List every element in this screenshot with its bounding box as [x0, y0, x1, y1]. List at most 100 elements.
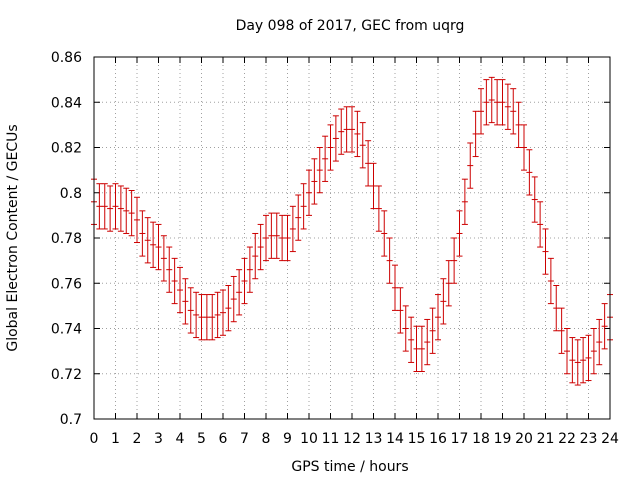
error-bar-point	[236, 269, 243, 316]
error-bar-point	[107, 185, 114, 232]
error-bar-point	[596, 318, 603, 366]
error-bar-point	[295, 194, 302, 241]
error-bar-point	[445, 260, 452, 307]
error-bar-point	[397, 287, 404, 334]
error-bar-point	[429, 307, 436, 354]
error-bar-point	[370, 162, 377, 210]
error-bar-point	[494, 79, 501, 126]
error-bar-point	[386, 237, 393, 284]
x-tick-label: 10	[300, 431, 318, 447]
error-bar-point	[171, 257, 178, 305]
x-tick-label: 20	[515, 431, 533, 447]
y-tick-label: 0.72	[51, 367, 82, 383]
y-tick-label: 0.7	[60, 412, 82, 428]
error-bar-point	[322, 135, 329, 182]
error-bar-point	[123, 187, 130, 234]
error-bar-point	[263, 214, 269, 262]
y-tick-label: 0.82	[51, 141, 82, 157]
error-bar-point	[461, 178, 468, 225]
error-bar-point	[418, 325, 425, 372]
x-tick-label: 7	[240, 431, 249, 447]
x-tick-label: 17	[451, 431, 469, 447]
error-bar-point	[273, 212, 280, 259]
error-bar-point	[402, 305, 409, 352]
error-bar-point	[306, 169, 312, 216]
error-bar-point	[241, 257, 248, 305]
error-bar-point	[300, 183, 307, 230]
error-bar-point	[510, 88, 517, 135]
x-tick-label: 12	[343, 431, 361, 447]
error-bar-point	[504, 83, 511, 130]
error-bar-point	[440, 278, 447, 325]
error-bar-point	[451, 237, 458, 284]
data-series-gec	[91, 76, 613, 386]
y-tick-label: 0.78	[51, 231, 82, 247]
x-tick-label: 16	[429, 431, 447, 447]
error-bar-point	[590, 328, 597, 375]
error-bar-point	[230, 275, 237, 323]
error-bar-point	[257, 223, 264, 271]
error-bar-point	[424, 318, 431, 366]
x-tick-label: 6	[219, 431, 228, 447]
error-bar-point	[155, 223, 162, 271]
error-bar-point	[521, 124, 527, 171]
chart-title: Day 098 of 2017, GEC from uqrg	[236, 18, 465, 34]
x-tick-label: 2	[133, 431, 142, 447]
error-bar-point	[209, 294, 216, 341]
error-bar-point	[311, 158, 318, 205]
error-bar-point	[531, 176, 538, 223]
error-bar-point	[327, 124, 334, 171]
error-bar-point	[564, 328, 570, 375]
error-bar-point	[187, 287, 194, 334]
x-tick-label: 21	[537, 431, 555, 447]
error-bar-point	[365, 140, 372, 187]
error-bar-point	[246, 246, 253, 293]
error-bar-point	[537, 201, 544, 248]
error-bar-point	[160, 235, 167, 282]
error-bar-point	[96, 183, 103, 230]
error-bar-point	[203, 294, 210, 341]
error-bar-point	[198, 294, 205, 341]
error-bar-point	[585, 334, 592, 382]
error-bar-point	[580, 337, 587, 384]
x-tick-label: 0	[90, 431, 99, 447]
x-tick-label: 4	[176, 431, 185, 447]
error-bar-point	[488, 76, 495, 124]
x-tick-label: 15	[408, 431, 426, 447]
error-bar-point	[101, 183, 108, 230]
x-tick-label: 14	[386, 431, 404, 447]
error-bar-point	[354, 110, 361, 158]
error-bar-point	[542, 228, 549, 275]
x-tick-label: 19	[494, 431, 512, 447]
error-bar-point	[182, 278, 189, 325]
error-bar-point	[574, 339, 581, 386]
error-bar-point	[332, 115, 339, 162]
error-bar-point	[392, 264, 398, 311]
y-tick-label: 0.76	[51, 276, 82, 292]
y-tick-label: 0.74	[51, 322, 82, 338]
y-tick-label: 0.84	[51, 95, 82, 111]
error-bar-point	[515, 101, 522, 148]
error-bar-point	[112, 183, 119, 230]
x-tick-label: 1	[111, 431, 120, 447]
error-bar-point	[338, 108, 345, 155]
error-bar-point	[408, 316, 415, 363]
error-bar-point	[478, 88, 484, 135]
y-tick-label: 0.86	[51, 50, 82, 66]
error-bar-point	[349, 106, 355, 153]
error-bar-point	[316, 147, 323, 194]
error-bar-point	[435, 294, 441, 341]
error-bar-point	[289, 205, 296, 253]
error-bar-point	[117, 185, 124, 232]
error-bar-point	[413, 325, 420, 372]
error-bar-point	[252, 232, 259, 280]
y-axis-label: Global Electron Content / GECUs	[5, 124, 21, 351]
error-bar-point	[139, 210, 146, 257]
error-bar-point	[284, 214, 291, 262]
error-bar-point	[483, 79, 490, 126]
error-bar-point	[547, 257, 554, 305]
error-bar-point	[144, 217, 151, 264]
x-tick-label: 13	[365, 431, 383, 447]
error-bar-point	[526, 149, 533, 196]
